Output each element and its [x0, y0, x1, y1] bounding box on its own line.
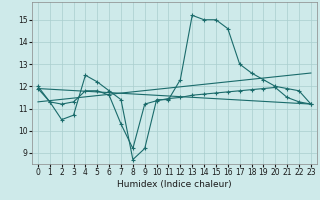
X-axis label: Humidex (Indice chaleur): Humidex (Indice chaleur) [117, 180, 232, 189]
